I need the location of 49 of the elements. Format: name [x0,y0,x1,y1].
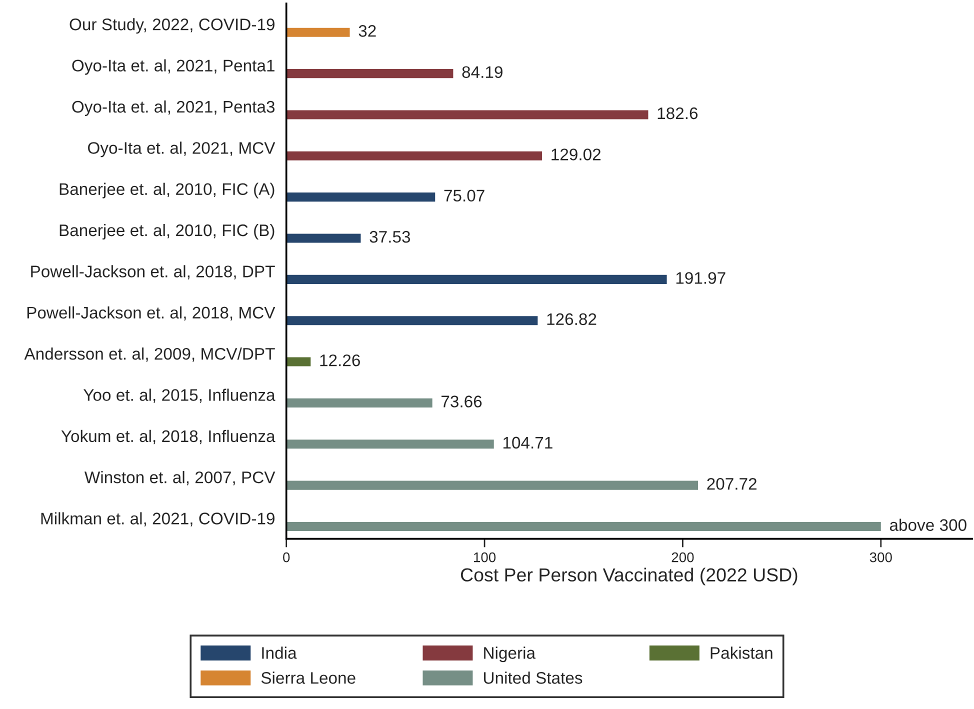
y-tick-label: Oyo-Ita et. al, 2021, MCV [88,142,276,158]
y-tick-label: Winston et. al, 2007, PCV [84,471,276,486]
y-tick-label: Powell-Jackson et. al, 2018, DPT [31,265,275,280]
data-label: 12.26 [320,354,360,366]
x-axis-title: Cost Per Person Vaccinated (2022 USD) [460,568,798,586]
y-tick-label: Oyo-Ita et. al, 2021, Penta1 [72,59,274,75]
bar [286,316,538,326]
bar [286,110,648,120]
y-tick-label: Banerjee et. al, 2010, FIC (B) [60,224,274,240]
data-label: above 300 [890,518,966,531]
bar [286,398,432,408]
legend-label: Sierra Leone [261,672,356,684]
y-tick-label: Yokum et. al, 2018, Influenza [61,430,276,444]
bar [286,440,494,449]
data-label: 182.6 [658,107,698,120]
bar [286,480,698,490]
bar [286,28,350,37]
x-tick-label: 200 [672,552,694,562]
x-tick-label: 0 [283,552,290,562]
legend-label: India [262,646,297,659]
legend-label: Pakistan [710,646,772,659]
data-label: 191.97 [676,272,726,284]
bar [286,522,881,532]
data-label: 37.53 [370,230,410,243]
legend-label: United States [484,672,582,684]
bar [286,357,311,366]
bar [286,192,436,202]
bar [286,274,667,284]
bar [286,151,542,160]
data-label: 129.02 [552,148,601,160]
y-tick-label: Milkman et. al, 2021, COVID-19 [41,512,274,526]
data-label: 126.82 [547,313,596,326]
data-label: 207.72 [707,478,756,490]
y-tick-label: Our Study, 2022, COVID-19 [70,18,274,34]
data-label: 32 [358,25,376,37]
y-tick-label: Yoo et. al, 2015, Influenza [83,388,276,403]
y-tick-label: Andersson et. al, 2009, MCV/DPT [24,348,275,362]
y-tick-label: Banerjee et. al, 2010, FIC (A) [60,182,274,198]
y-tick-label: Oyo-Ita et. al, 2021, Penta3 [72,100,275,116]
y-tick-label: Powell-Jackson et. al, 2018, MCV [27,306,276,321]
x-tick-label: 100 [474,552,496,562]
x-tick-label: 300 [870,552,892,562]
bar [286,234,361,243]
data-label: 73.66 [442,396,482,408]
data-label: 84.19 [462,66,502,78]
data-label: 75.07 [444,190,484,202]
legend-label: Nigeria [484,646,536,662]
data-label: 104.71 [503,436,552,449]
bar [286,69,454,78]
